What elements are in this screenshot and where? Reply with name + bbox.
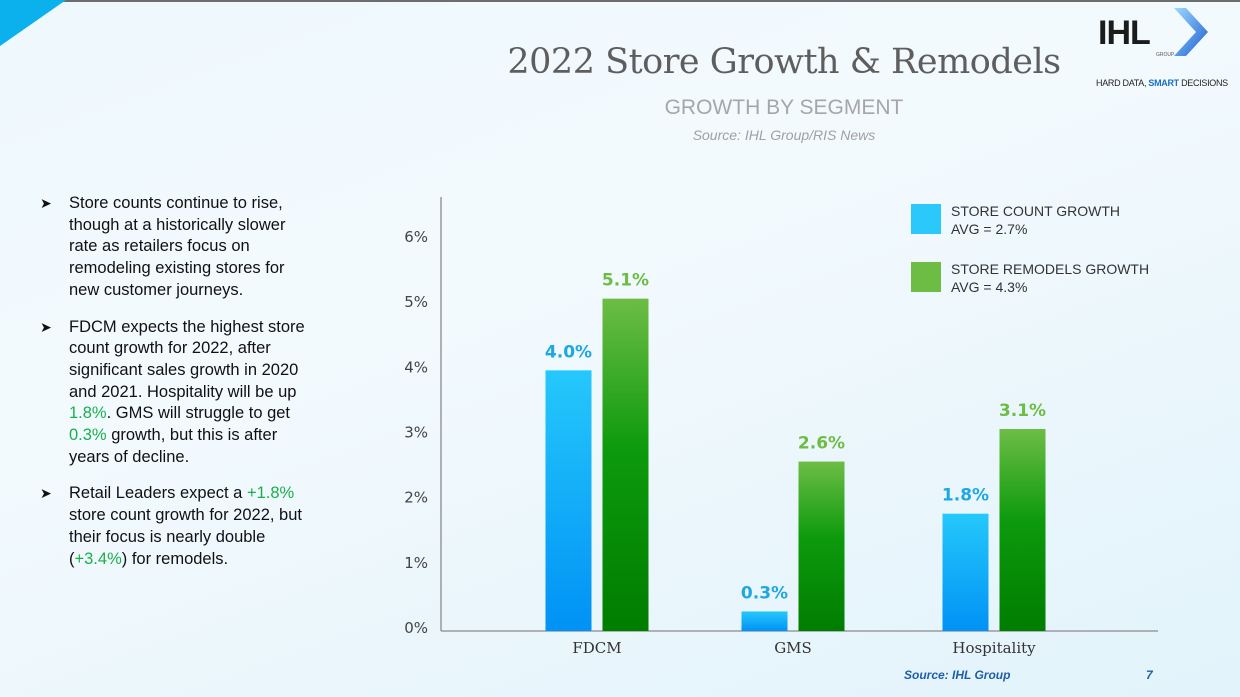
- highlight-value: +3.4%: [74, 549, 122, 568]
- bullet-text: Retail Leaders expect a: [69, 484, 247, 503]
- corner-accent: [0, 0, 66, 46]
- legend-label: STORE COUNT GROWTH: [951, 203, 1121, 219]
- ihl-logo: IHL GROUP HARD DATA, SMART DECISIONS: [1096, 6, 1236, 90]
- logo-group-text: GROUP: [1156, 52, 1175, 58]
- bullet-list: ➤ Store counts continue to rise, though a…: [40, 193, 315, 585]
- bar-store-count-hospitality: [942, 513, 989, 631]
- y-tick-label: 1%: [404, 554, 428, 572]
- y-tick-label: 5%: [404, 293, 428, 311]
- x-tick-label: GMS: [774, 639, 812, 657]
- legend-swatch-blue: [911, 204, 941, 234]
- bar-store-count-gms: [741, 611, 788, 631]
- arrow-bullet-icon: ➤: [40, 195, 52, 211]
- legend-label: STORE REMODELS GROWTH: [951, 261, 1150, 277]
- bar-store-count-fdcm: [545, 370, 592, 631]
- highlight-value: 0.3%: [69, 426, 107, 445]
- arrow-bullet-icon: ➤: [40, 485, 52, 502]
- chart-subtitle: GROWTH BY SEGMENT: [664, 96, 904, 119]
- bullet-text: FDCM expects the highest store count gro…: [69, 317, 305, 401]
- y-tick-label: 0%: [404, 619, 428, 637]
- data-label: 2.6%: [798, 434, 845, 454]
- bullet-text: store count growth for 2022, but their f…: [69, 506, 302, 568]
- bullet-text: Store counts continue to rise, though at…: [69, 194, 286, 299]
- highlight-value: 1.8%: [69, 404, 107, 423]
- y-tick-label: 6%: [404, 228, 428, 246]
- bar-store-remodels-hospitality: [999, 428, 1046, 631]
- bullet-item: ➤ FDCM expects the highest store count gr…: [40, 317, 315, 469]
- top-rule: [0, 0, 1240, 2]
- page-number: 7: [1146, 668, 1153, 682]
- highlight-value: +1.8%: [246, 484, 295, 503]
- page-title: 2022 Store Growth & Remodels: [507, 42, 1061, 82]
- header-source: Source: IHL Group/RIS News: [692, 127, 876, 143]
- legend-avg: AVG = 2.7%: [951, 221, 1028, 237]
- logo-chevron-icon: [1174, 8, 1208, 56]
- x-tick-label: Hospitality: [952, 639, 1036, 657]
- data-label: 1.8%: [942, 486, 989, 506]
- data-label: 4.0%: [545, 342, 592, 362]
- logo-wordmark: IHL: [1098, 14, 1151, 52]
- y-tick-label: 3%: [404, 424, 428, 442]
- bullet-text: growth, but this is after years of decli…: [69, 426, 278, 466]
- footer-source: Source: IHL Group: [904, 668, 1011, 682]
- bullet-text: ) for remodels.: [121, 549, 229, 568]
- logo-tagline: HARD DATA, SMART DECISIONS: [1096, 78, 1228, 88]
- data-label: 5.1%: [602, 271, 649, 291]
- data-label: 0.3%: [741, 583, 788, 603]
- y-tick-label: 4%: [404, 358, 428, 376]
- y-tick-label: 2%: [404, 489, 428, 507]
- bullet-text: . GMS will struggle to get: [106, 404, 291, 423]
- legend-avg: AVG = 4.3%: [951, 279, 1028, 295]
- arrow-bullet-icon: ➤: [40, 318, 52, 335]
- data-label: 3.1%: [999, 401, 1046, 421]
- bullet-item: ➤ Retail Leaders expect a +1.8% store cou…: [40, 483, 315, 570]
- bar-store-remodels-fdcm: [602, 298, 649, 631]
- bullet-item: ➤ Store counts continue to rise, though a…: [40, 193, 315, 302]
- legend-swatch-green: [911, 262, 941, 292]
- bar-store-remodels-gms: [798, 461, 845, 631]
- x-tick-label: FDCM: [572, 639, 621, 657]
